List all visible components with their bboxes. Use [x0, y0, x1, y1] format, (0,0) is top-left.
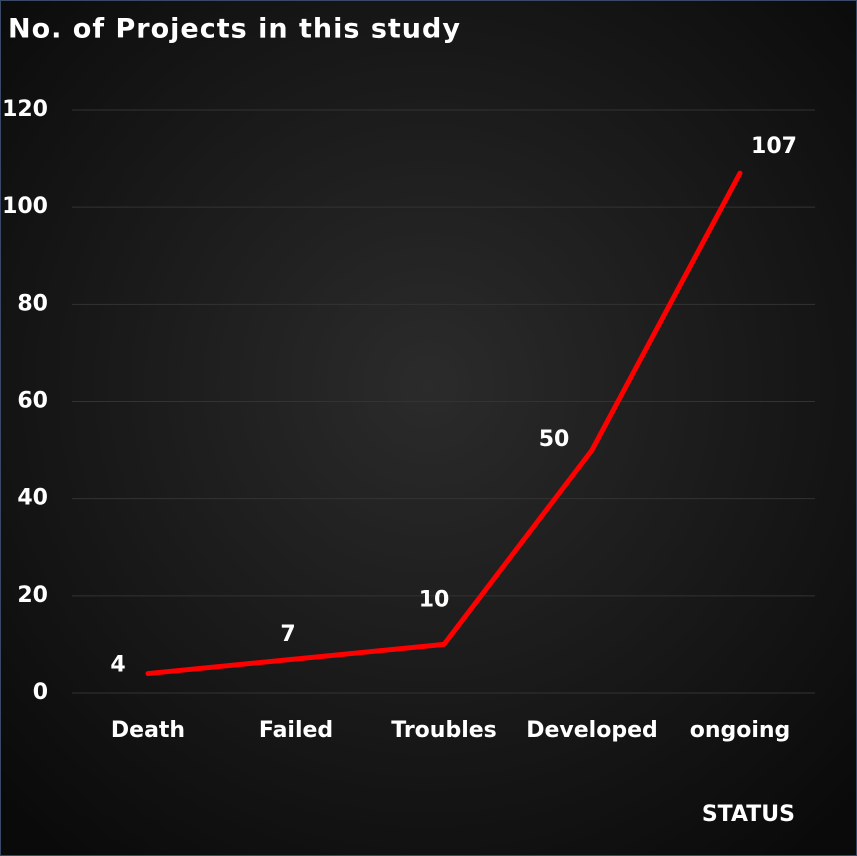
x-tick-label: ongoing [690, 718, 791, 743]
y-tick-label: 40 [17, 486, 48, 511]
y-tick-label: 100 [2, 194, 48, 219]
line [145, 170, 743, 677]
y-tick-label: 80 [17, 291, 48, 316]
data-label: 4 [110, 653, 125, 678]
x-tick-label: Developed [526, 718, 658, 743]
y-tick-label: 120 [2, 97, 48, 122]
y-tick-label: 20 [17, 583, 48, 608]
data-label: 50 [539, 427, 570, 452]
x-tick-label: Failed [259, 718, 333, 743]
data-label: 107 [751, 134, 797, 159]
data-label: 10 [419, 587, 450, 612]
x-axis-label: STATUS [702, 802, 795, 827]
x-tick-label: Troubles [391, 718, 497, 743]
y-tick-label: 0 [33, 680, 48, 705]
x-tick-label: Death [111, 718, 185, 743]
y-tick-label: 60 [17, 389, 48, 414]
data-label: 7 [280, 622, 295, 647]
chart-title: No. of Projects in this study [8, 14, 461, 45]
